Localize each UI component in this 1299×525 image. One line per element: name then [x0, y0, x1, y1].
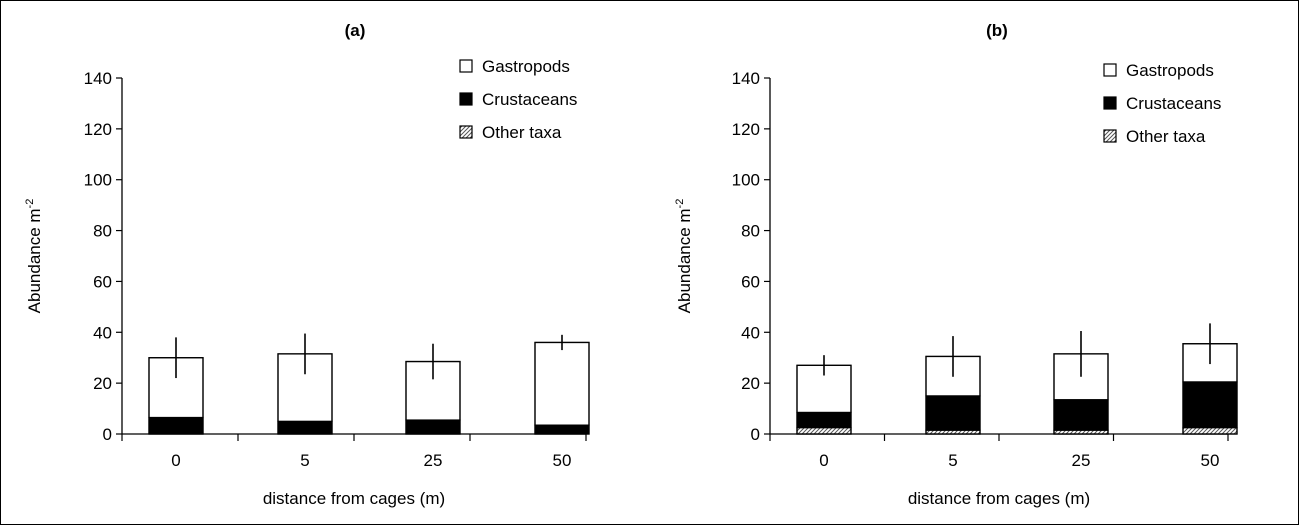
- bar-other-taxa: [1182, 427, 1238, 435]
- legend-label-other-taxa: Other taxa: [482, 123, 562, 142]
- legend-swatch-crustaceans: [459, 92, 473, 106]
- y-tick-label: 80: [741, 222, 760, 241]
- bar-crustaceans: [1053, 399, 1109, 431]
- legend-label-gastropods: Gastropods: [1126, 61, 1214, 80]
- y-tick-label: 60: [741, 272, 760, 291]
- legend-label-crustaceans: Crustaceans: [1126, 94, 1221, 113]
- bar-crustaceans: [534, 424, 590, 435]
- legend-swatch-other-taxa: [459, 125, 473, 139]
- bar-crustaceans: [925, 395, 981, 431]
- y-tick-label: 140: [84, 69, 112, 88]
- bar-gastropods: [534, 341, 590, 426]
- y-tick-label: 40: [93, 323, 112, 342]
- y-tick-label: 100: [732, 171, 760, 190]
- legend-label-crustaceans: Crustaceans: [482, 90, 577, 109]
- y-axis-label: Abundance m-2: [674, 199, 694, 314]
- panel-b: (b) 0 20 40 60 80 100 120 140 Abundance m-2 distan…: [674, 21, 1238, 508]
- bar-crustaceans: [405, 419, 461, 435]
- y-tick-label: 20: [93, 374, 112, 393]
- bar-crustaceans: [148, 416, 204, 435]
- panel-title: (a): [345, 21, 366, 40]
- legend-swatch-gastropods: [459, 59, 473, 73]
- y-tick-label: 20: [741, 374, 760, 393]
- x-tick-label: 0: [819, 451, 828, 470]
- y-tick-label: 0: [103, 425, 112, 444]
- x-tick-label: 25: [1072, 451, 1091, 470]
- y-tick-label: 120: [732, 120, 760, 139]
- bar-crustaceans: [277, 420, 333, 435]
- x-axis-label: distance from cages (m): [908, 489, 1090, 508]
- bar-other-taxa: [796, 427, 852, 435]
- bar-crustaceans: [1182, 381, 1238, 429]
- x-tick-label: 50: [553, 451, 572, 470]
- legend-label-other-taxa: Other taxa: [1126, 127, 1206, 146]
- bar-crustaceans: [796, 411, 852, 429]
- x-tick-label: 25: [424, 451, 443, 470]
- y-tick-label: 0: [751, 425, 760, 444]
- y-tick-label: 60: [93, 272, 112, 291]
- y-tick-label: 140: [732, 69, 760, 88]
- panel-title: (b): [986, 21, 1008, 40]
- x-tick-label: 50: [1201, 451, 1220, 470]
- panel-a: (a) 0 20 40 60 80 100 120 140 Abundance m-2 distan…: [24, 21, 590, 508]
- y-tick-label: 80: [93, 222, 112, 241]
- y-tick-label: 120: [84, 120, 112, 139]
- legend-swatch-crustaceans: [1103, 96, 1117, 110]
- x-tick-label: 5: [300, 451, 309, 470]
- legend-swatch-gastropods: [1103, 63, 1117, 77]
- y-axis-label: Abundance m-2: [24, 199, 44, 314]
- y-tick-label: 40: [741, 323, 760, 342]
- legend-swatch-other-taxa: [1103, 129, 1117, 143]
- x-tick-label: 0: [171, 451, 180, 470]
- x-axis-label: distance from cages (m): [263, 489, 445, 508]
- y-tick-label: 100: [84, 171, 112, 190]
- legend-label-gastropods: Gastropods: [482, 57, 570, 76]
- x-tick-label: 5: [948, 451, 957, 470]
